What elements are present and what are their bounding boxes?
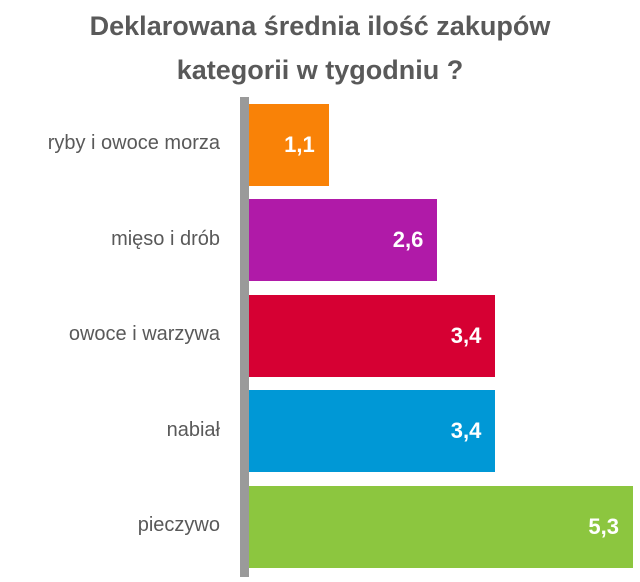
- bar-value-label: 3,4: [450, 323, 482, 348]
- chart-title-line-1: Deklarowana średnia ilość zakupów: [89, 11, 551, 41]
- bar: 1,1: [249, 104, 329, 186]
- bar-value-label: 3,4: [450, 418, 482, 443]
- bar: 3,4: [249, 295, 496, 377]
- chart-title: Deklarowana średnia ilość zakupów katego…: [0, 4, 640, 92]
- category-label: mięso i drób: [111, 228, 220, 250]
- category-label: pieczywo: [137, 514, 220, 536]
- bar: 2,6: [249, 199, 438, 281]
- category-label: owoce i warzywa: [68, 323, 220, 345]
- category-label: ryby i owoce morza: [47, 132, 220, 154]
- chart-title-line-2: kategorii w tygodniu ?: [176, 55, 464, 85]
- category-axis: [240, 97, 249, 577]
- bar-value-label: 1,1: [284, 132, 315, 157]
- bar-value-label: 5,3: [588, 514, 619, 539]
- bar-value-label: 2,6: [392, 227, 424, 252]
- bar: 5,3: [249, 486, 633, 568]
- category-label: nabiał: [166, 419, 220, 441]
- bar: 3,4: [249, 390, 496, 472]
